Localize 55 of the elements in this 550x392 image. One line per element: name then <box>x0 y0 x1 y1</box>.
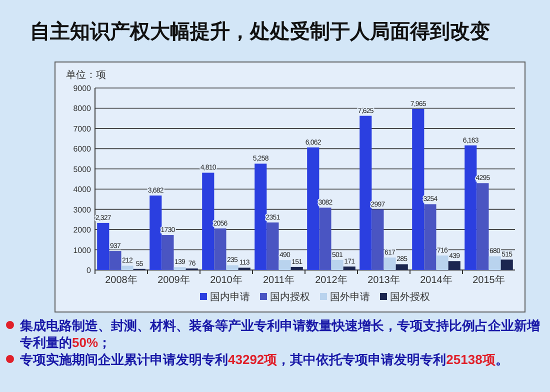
y-tick-label: 9000 <box>73 84 92 93</box>
bar <box>500 260 513 270</box>
legend-label: 国外申请 <box>330 291 370 303</box>
bar <box>254 164 267 270</box>
bar <box>150 196 162 270</box>
legend-label: 国内授权 <box>270 291 310 303</box>
bar <box>202 172 214 270</box>
y-tick-label: 0 <box>86 266 92 275</box>
bar <box>424 204 436 270</box>
bar <box>97 222 110 270</box>
bar <box>360 116 372 270</box>
x-tick-label: 2013年 <box>368 274 400 286</box>
bar <box>384 258 396 270</box>
bar <box>319 208 332 270</box>
bar <box>488 256 501 270</box>
x-tick-label: 2014年 <box>420 274 452 286</box>
bar <box>109 251 122 270</box>
text: 集成电路制造、封测、材料、装备等产业专利申请数量快速增长，专项支持比例占企业新增专利量的50%； <box>19 318 540 350</box>
bar <box>343 266 356 270</box>
y-tick-label: 2000 <box>73 226 92 235</box>
bar <box>331 260 344 270</box>
bar <box>121 266 134 270</box>
y-tick-label: 5000 <box>73 164 92 174</box>
chart-title: 自主知识产权大幅提升，处处受制于人局面得到改变 <box>30 20 490 43</box>
bar <box>214 228 226 270</box>
legend-label: 国内申请 <box>210 291 250 303</box>
x-tick-label: 2012年 <box>315 274 348 286</box>
bar <box>174 267 186 270</box>
y-tick-label: 3000 <box>73 205 92 214</box>
bar <box>464 145 477 270</box>
bar <box>278 260 291 270</box>
bar <box>476 183 489 270</box>
bar <box>448 261 460 270</box>
bar <box>290 266 303 270</box>
bar <box>266 222 279 270</box>
bar <box>226 265 238 270</box>
y-tick-label: 6000 <box>73 144 92 154</box>
text: 专项实施期间企业累计申请发明专利43292项，其中依托专项申请发明专利25138项。 <box>19 352 508 367</box>
bar <box>396 264 408 270</box>
text: 单位：项 <box>66 69 106 81</box>
bar <box>436 256 448 270</box>
y-tick-label: 4000 <box>73 185 92 194</box>
y-tick-label: 8000 <box>73 104 92 114</box>
bar <box>372 209 384 270</box>
x-tick-label: 2009年 <box>158 274 190 286</box>
y-tick-label: 1000 <box>73 246 92 255</box>
bar <box>307 147 320 270</box>
bar <box>162 235 174 270</box>
bar <box>412 108 424 270</box>
x-tick-label: 2008年 <box>105 274 138 286</box>
x-tick-label: 2011年 <box>262 274 295 286</box>
legend-label: 国外授权 <box>390 291 430 303</box>
x-tick-label: 2010年 <box>210 274 242 286</box>
y-tick-label: 7000 <box>73 124 92 134</box>
x-tick-label: 2015年 <box>472 274 505 286</box>
